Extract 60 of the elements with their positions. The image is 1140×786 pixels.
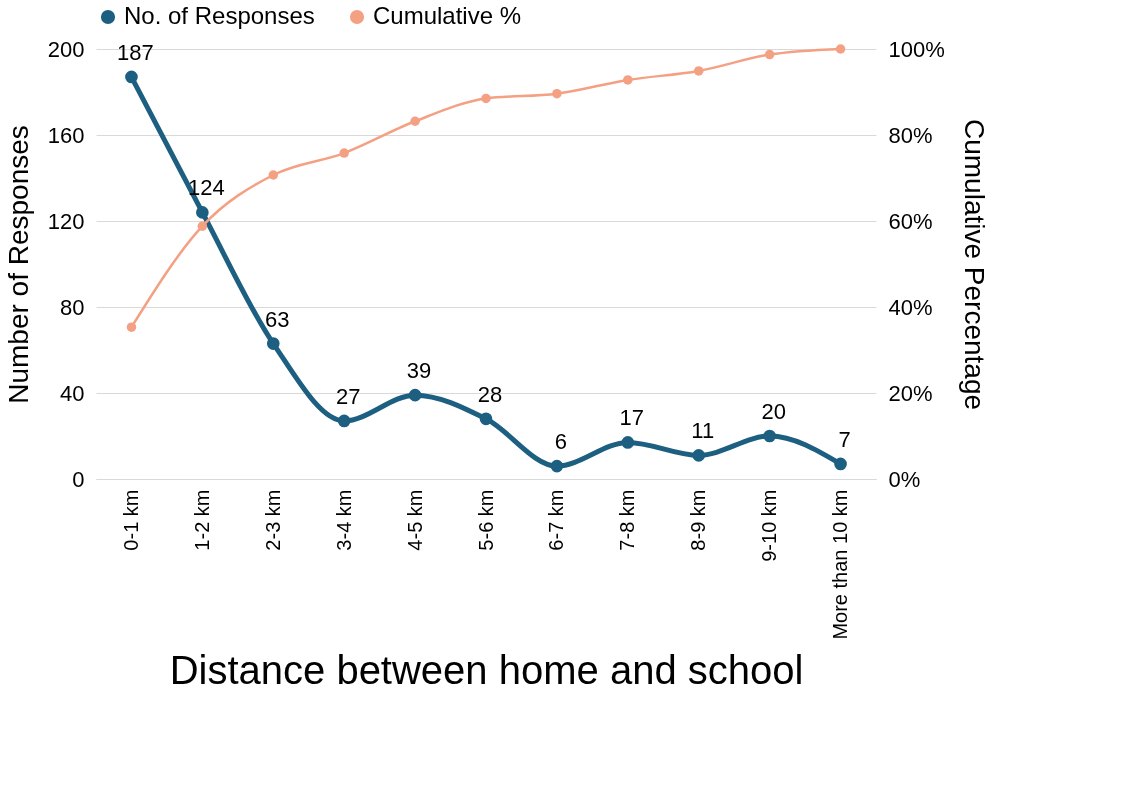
- x-tick-label: 0-1 km: [119, 489, 142, 551]
- point: [550, 459, 564, 473]
- y-tick-label: 160: [47, 122, 85, 148]
- data-label: 11: [691, 418, 715, 444]
- point: [764, 49, 775, 60]
- data-label: 7: [838, 426, 851, 452]
- data-label: 28: [477, 381, 503, 407]
- point: [408, 388, 422, 402]
- x-tick-label: 4-5 km: [403, 489, 426, 551]
- point: [692, 449, 706, 462]
- point: [337, 414, 351, 428]
- y2-axis-title: Cumulative Percentage: [958, 118, 990, 411]
- point: [268, 170, 279, 180]
- x-tick-label: 7-8 km: [616, 489, 639, 551]
- y-tick-label: 200: [47, 36, 85, 62]
- y2-tick-label: 60%: [888, 208, 933, 234]
- point: [339, 148, 349, 158]
- y2-tick-label: 0%: [888, 466, 921, 492]
- point: [197, 221, 208, 231]
- point: [481, 93, 491, 104]
- data-label: 63: [265, 306, 290, 332]
- point: [479, 412, 493, 426]
- y2-tick-label: 40%: [888, 294, 933, 320]
- x-tick-label: 5-6 km: [474, 489, 497, 551]
- point: [621, 436, 635, 449]
- legend-label: No. of Responses: [124, 2, 315, 29]
- point: [763, 429, 776, 443]
- x-tick-label: 1-2 km: [190, 489, 213, 551]
- data-label: 17: [619, 405, 645, 431]
- point: [693, 66, 704, 76]
- point: [196, 206, 209, 219]
- y-axis-title: Number of Responses: [2, 125, 34, 404]
- y-tick-label: 120: [47, 208, 85, 234]
- data-label: 6: [554, 429, 568, 455]
- legend-label: Cumulative %: [373, 2, 522, 29]
- y-tick-label: 0: [72, 466, 85, 492]
- point: [834, 457, 847, 471]
- y2-tick-label: 20%: [888, 380, 933, 406]
- x-axis-title: Distance between home and school: [169, 647, 804, 692]
- x-tick-label: 8-9 km: [687, 489, 710, 551]
- point: [125, 70, 138, 84]
- x-tick-label: 3-4 km: [332, 489, 355, 551]
- point: [266, 337, 280, 350]
- y2-tick-label: 100%: [888, 36, 945, 62]
- data-label: 27: [335, 383, 361, 409]
- y-tick-label: 40: [60, 380, 85, 406]
- point: [835, 44, 846, 54]
- point: [623, 75, 633, 85]
- y2-tick-label: 80%: [888, 122, 933, 148]
- x-tick-label: 9-10 km: [758, 489, 781, 562]
- x-tick-label: 2-3 km: [261, 489, 284, 551]
- data-label: 39: [406, 358, 432, 384]
- point: [126, 322, 137, 332]
- x-tick-label: More than 10 km: [829, 489, 852, 640]
- data-label: 20: [761, 399, 786, 424]
- x-tick-label: 6-7 km: [545, 489, 568, 551]
- data-label: 187: [117, 39, 154, 65]
- y-tick-label: 80: [60, 294, 85, 320]
- point: [552, 88, 562, 99]
- point: [410, 116, 420, 126]
